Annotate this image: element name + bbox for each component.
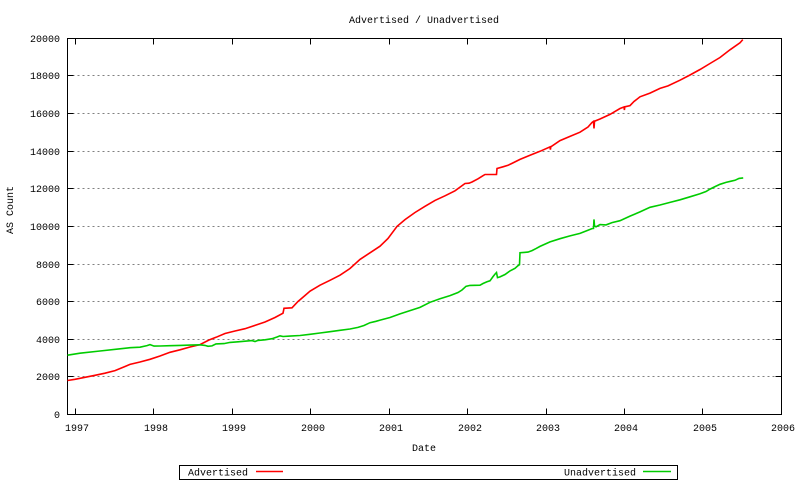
svg-text:0: 0 <box>54 411 60 422</box>
svg-text:Advertised: Advertised <box>188 468 248 480</box>
svg-text:Unadvertised: Unadvertised <box>564 468 636 480</box>
svg-text:2001: 2001 <box>379 424 403 435</box>
svg-text:18000: 18000 <box>30 72 60 83</box>
svg-text:1999: 1999 <box>222 424 246 435</box>
svg-text:20000: 20000 <box>30 35 60 46</box>
svg-text:1998: 1998 <box>144 424 168 435</box>
svg-text:2002: 2002 <box>458 424 482 435</box>
svg-text:2006: 2006 <box>771 424 795 435</box>
svg-text:2003: 2003 <box>536 424 560 435</box>
svg-text:Date: Date <box>412 444 436 455</box>
svg-text:14000: 14000 <box>30 148 60 159</box>
svg-text:2000: 2000 <box>301 424 325 435</box>
svg-text:Advertised / Unadvertised: Advertised / Unadvertised <box>349 15 499 27</box>
svg-text:1997: 1997 <box>65 424 89 435</box>
svg-text:6000: 6000 <box>36 298 60 309</box>
svg-text:2004: 2004 <box>614 424 638 435</box>
svg-text:2005: 2005 <box>693 424 717 435</box>
svg-text:4000: 4000 <box>36 336 60 347</box>
svg-text:8000: 8000 <box>36 261 60 272</box>
svg-text:12000: 12000 <box>30 185 60 196</box>
svg-text:10000: 10000 <box>30 223 60 234</box>
svg-text:16000: 16000 <box>30 110 60 121</box>
svg-text:2000: 2000 <box>36 373 60 384</box>
svg-text:AS Count: AS Count <box>6 186 17 234</box>
